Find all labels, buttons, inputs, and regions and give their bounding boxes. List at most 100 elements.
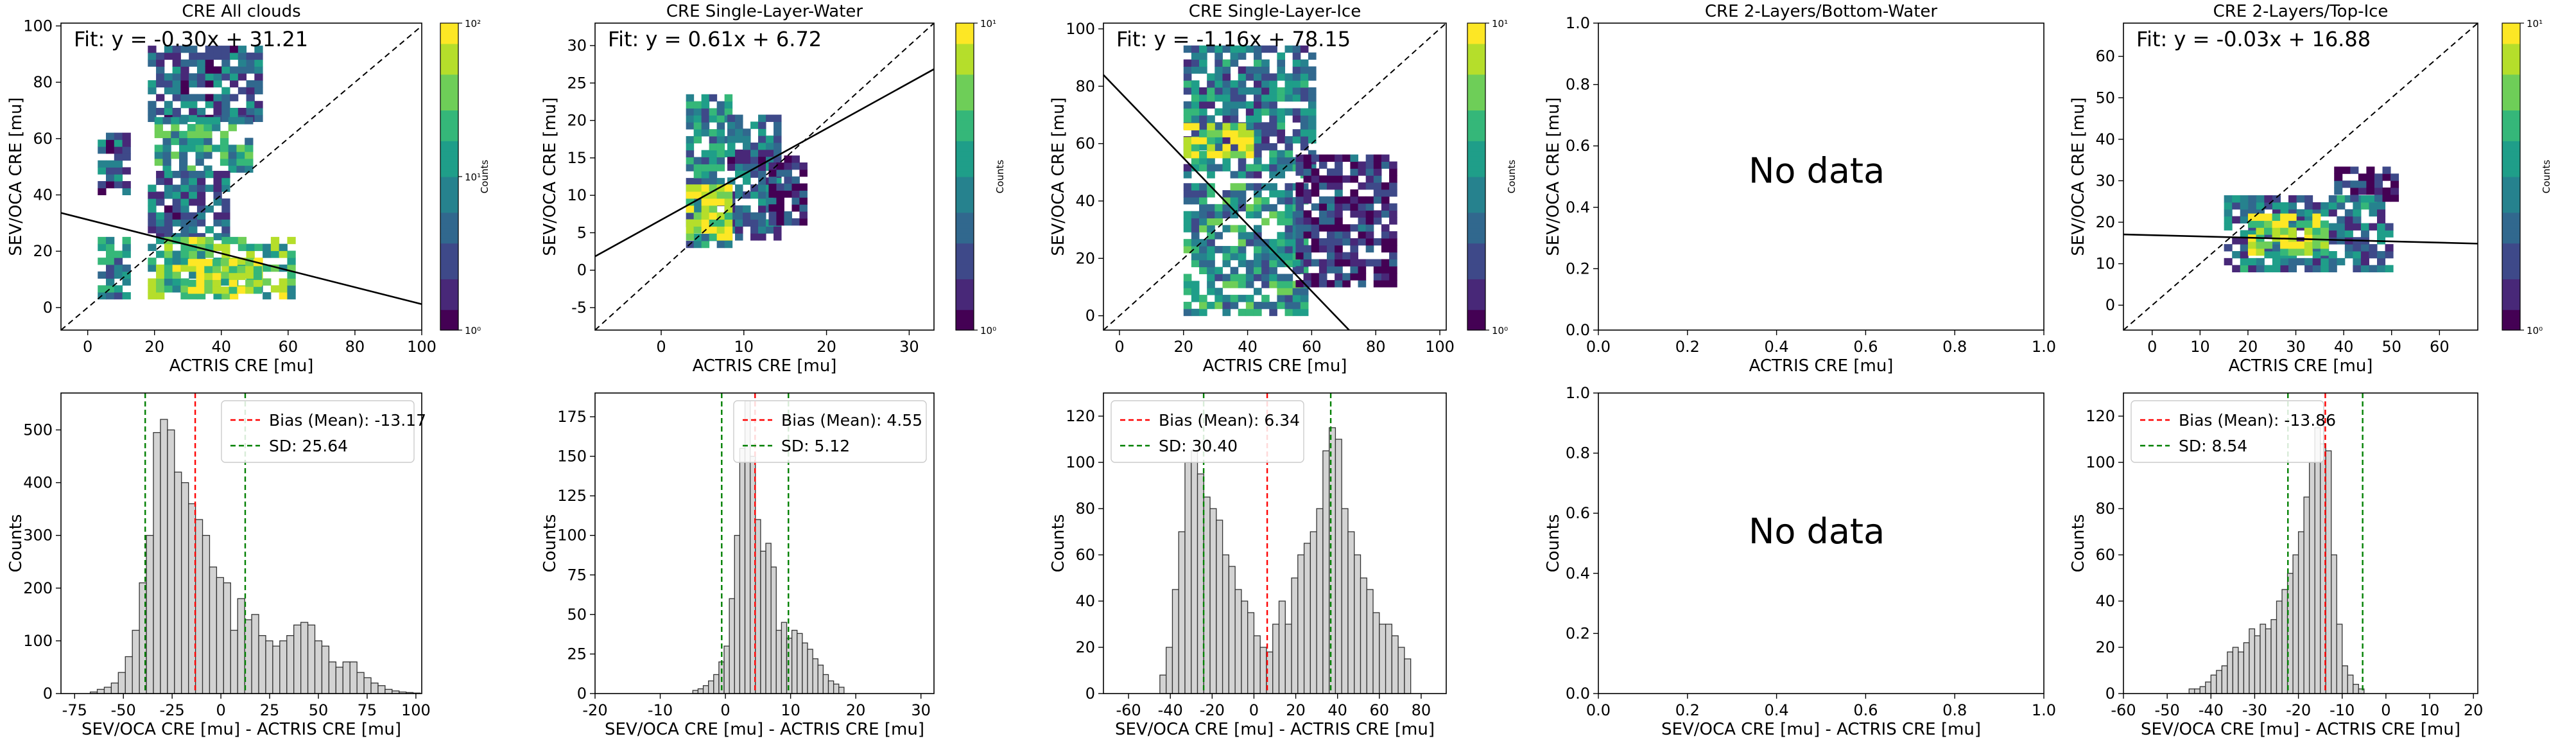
- colorbar-tick-label: 10⁰: [2527, 325, 2543, 337]
- density-cell: [784, 176, 792, 184]
- histogram-bar: [1278, 600, 1286, 694]
- density-cell: [1335, 266, 1343, 274]
- histogram-bar: [237, 598, 245, 694]
- histogram-bar: [1404, 658, 1412, 694]
- density-cell: [686, 94, 695, 102]
- density-cell: [1199, 204, 1207, 212]
- density-cell: [709, 108, 718, 116]
- density-cell: [2350, 188, 2359, 195]
- density-cell: [758, 149, 766, 157]
- density-cell: [1284, 143, 1293, 151]
- density-cell: [1335, 273, 1343, 281]
- histogram-bar: [1234, 589, 1242, 694]
- density-cell: [735, 184, 743, 192]
- colorbar-step: [956, 191, 974, 198]
- density-cell: [1373, 196, 1382, 204]
- density-cell: [1238, 183, 1247, 191]
- x-tick-label: 0: [83, 338, 92, 356]
- density-cell: [1245, 204, 1254, 212]
- histogram-bar: [2205, 681, 2211, 694]
- colorbar-step: [956, 212, 974, 218]
- density-cell: [1183, 281, 1192, 288]
- density-cell: [1373, 259, 1382, 267]
- x-tick-label: 20: [817, 338, 836, 356]
- histogram-bar: [209, 566, 218, 694]
- density-cell: [735, 114, 743, 122]
- density-cell: [1277, 66, 1286, 74]
- y-tick-label: 0.8: [1566, 444, 1590, 462]
- density-cell: [2374, 194, 2383, 202]
- density-cell: [1230, 171, 1239, 179]
- density-cell: [1292, 94, 1301, 102]
- density-cell: [2288, 213, 2297, 221]
- density-cell: [1230, 151, 1239, 159]
- density-cell: [1311, 175, 1320, 183]
- density-cell: [2390, 180, 2399, 188]
- x-tick-label: 25: [260, 701, 280, 719]
- density-cell: [2296, 216, 2305, 224]
- density-cell: [2288, 195, 2297, 203]
- density-cell: [1191, 144, 1200, 152]
- density-cell: [172, 191, 181, 199]
- density-cell: [1238, 204, 1247, 212]
- density-cell: [1191, 239, 1200, 247]
- density-cell: [172, 285, 181, 293]
- density-cell: [172, 94, 181, 101]
- density-cell: [1277, 115, 1286, 123]
- legend-box: [733, 400, 927, 463]
- density-cell: [1238, 197, 1247, 205]
- x-tick-label: 40: [1327, 701, 1347, 719]
- density-cell: [2256, 248, 2265, 256]
- density-cell: [2264, 250, 2273, 259]
- x-axis-label: ACTRIS CRE [mu]: [1749, 356, 1894, 376]
- density-cell: [2369, 202, 2378, 210]
- density-cell: [148, 198, 157, 206]
- density-cell: [2312, 213, 2321, 221]
- density-cell: [774, 128, 782, 136]
- histogram-bar: [1259, 647, 1267, 694]
- density-cell: [162, 158, 171, 166]
- density-cell: [1303, 259, 1312, 267]
- density-cell: [1284, 80, 1293, 88]
- density-cell: [221, 232, 230, 241]
- density-cell: [1308, 150, 1317, 158]
- density-cell: [743, 128, 751, 136]
- plot-frame: [2123, 392, 2478, 694]
- density-cell: [1191, 197, 1200, 205]
- density-cell: [686, 164, 695, 171]
- x-axis-label: ACTRIS CRE [mu]: [1203, 356, 1347, 376]
- density-cell: [1199, 59, 1207, 67]
- x-axis-label: SEV/OCA CRE [mu] - ACTRIS CRE [mu]: [1115, 720, 1435, 739]
- histogram-bar: [1171, 589, 1179, 694]
- density-cell: [2328, 265, 2337, 273]
- density-cell: [1191, 183, 1200, 191]
- density-cell: [693, 226, 702, 234]
- density-cell: [1207, 274, 1215, 281]
- density-cell: [2256, 213, 2265, 221]
- density-cell: [1358, 203, 1367, 211]
- density-cell: [1373, 161, 1382, 169]
- colorbar-step: [2502, 238, 2520, 244]
- density-cell: [196, 250, 206, 258]
- y-tick-label: 120: [2086, 407, 2115, 425]
- colorbar-step: [1467, 238, 1485, 244]
- density-cell: [254, 114, 263, 122]
- density-cell: [1318, 259, 1327, 267]
- density-cell: [791, 155, 800, 163]
- histogram-bar: [729, 598, 735, 694]
- density-cell: [1300, 108, 1309, 116]
- density-cell: [2240, 265, 2249, 273]
- density-cell: [1300, 122, 1309, 130]
- density-cell: [1284, 295, 1293, 302]
- density-cell: [1238, 45, 1247, 53]
- density-cell: [758, 191, 766, 199]
- density-cell: [1261, 143, 1270, 151]
- x-tick-label: 0.6: [1853, 338, 1878, 356]
- y-axis-label: SEV/OCA CRE [mu]: [1544, 97, 1563, 256]
- density-cell: [1303, 252, 1312, 260]
- density-cell: [1245, 66, 1254, 74]
- density-cell: [154, 152, 163, 159]
- density-cell: [1191, 190, 1200, 198]
- density-cell: [1269, 301, 1277, 310]
